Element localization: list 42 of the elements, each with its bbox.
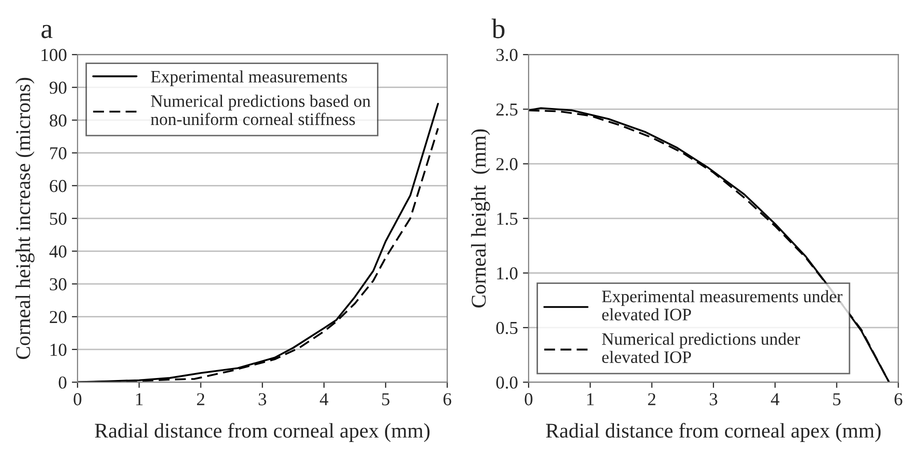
x-tick-label: 6 — [894, 393, 902, 406]
y-tick-label: 90 — [50, 82, 66, 94]
y-tick-label: 30 — [50, 278, 66, 290]
y-axis-title: Corneal height (mm) — [471, 129, 490, 308]
x-tick-label: 0 — [74, 393, 82, 406]
y-tick-label: 10 — [50, 344, 66, 356]
y-tick-label: 1.5 — [497, 212, 518, 225]
y-tick-label: 3.0 — [496, 48, 518, 62]
y-tick-label: 1.0 — [497, 267, 518, 280]
y-tick-label: 100 — [42, 48, 66, 62]
y-tick-label: 80 — [50, 114, 66, 127]
y-tick-label: 20 — [50, 310, 66, 324]
y-tick-label: 0.5 — [496, 322, 518, 334]
y-tick-label: 2.5 — [496, 104, 518, 116]
x-tick-label: 0 — [524, 393, 532, 406]
x-axis-title: Radial distance from corneal apex (mm) — [94, 422, 430, 442]
y-tick-label: 60 — [50, 180, 66, 192]
x-tick-label: 1 — [136, 393, 143, 406]
y-axis-title: Corneal height increase (microns) — [16, 78, 34, 359]
x-tick-label: 5 — [833, 393, 841, 406]
legend-label: Experimental measurements — [150, 70, 347, 86]
x-tick-label: 2 — [648, 393, 656, 406]
y-tick-label: 2.0 — [496, 158, 518, 170]
x-axis-title: Radial distance from corneal apex (mm) — [546, 422, 881, 442]
chart-title: b — [492, 18, 504, 38]
y-tick-label: 50 — [50, 212, 66, 225]
y-tick-label: 70 — [50, 147, 66, 160]
x-tick-label: 4 — [320, 393, 328, 406]
x-tick-label: 1 — [587, 393, 594, 406]
y-tick-label: 40 — [49, 245, 66, 258]
x-tick-label: 3 — [710, 393, 718, 406]
legend-label: Experimental measurements under elevated IOP — [602, 290, 842, 320]
legend-label: Numerical predictions under elevated IOP — [602, 332, 800, 364]
x-tick-label: 6 — [444, 393, 452, 406]
legend-label: Numerical predictions based on non-uniform corneal stiffness — [150, 94, 370, 126]
x-tick-label: 3 — [258, 393, 266, 406]
chart-title: a — [42, 24, 52, 38]
x-tick-label: 4 — [770, 393, 780, 406]
x-tick-label: 2 — [197, 393, 204, 406]
y-tick-label: 0 — [58, 376, 66, 389]
x-tick-label: 5 — [382, 393, 390, 406]
y-tick-label: 0.0 — [496, 376, 518, 389]
